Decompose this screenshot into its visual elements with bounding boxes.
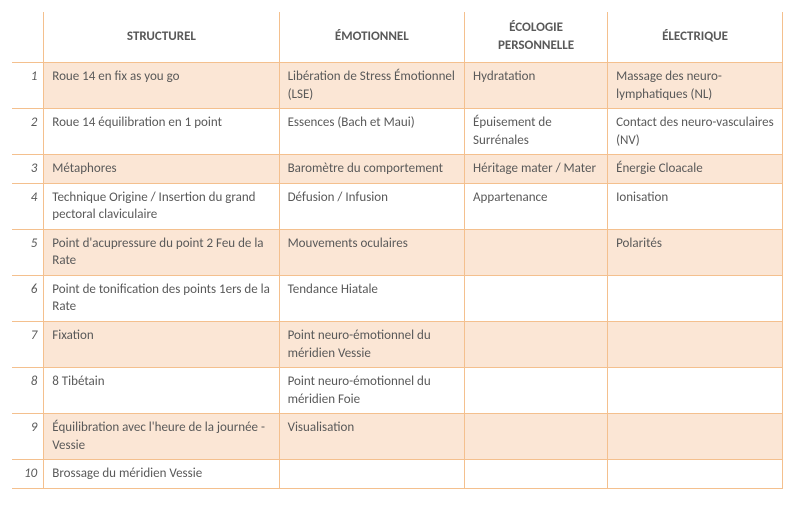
table-row: 4Technique Origine / Insertion du grand … xyxy=(12,183,783,229)
table-cell: Roue 14 en fix as you go xyxy=(44,63,279,109)
table-cell xyxy=(465,414,608,460)
table-cell: Libération de Stress Émotionnel (LSE) xyxy=(279,63,464,109)
table-row: 3MétaphoresBaromètre du comportementHéri… xyxy=(12,155,783,184)
table-cell: Mouvements oculaires xyxy=(279,229,464,275)
table-cell: Énergie Cloacale xyxy=(608,155,783,184)
col-header-electrique: ÉLECTRIQUE xyxy=(608,12,783,63)
row-number: 9 xyxy=(12,414,44,460)
table-cell: Équilibration avec l'heure de la journée… xyxy=(44,414,279,460)
row-number: 6 xyxy=(12,275,44,321)
table-cell: Massage des neuro-lymphatiques (NL) xyxy=(608,63,783,109)
row-number: 10 xyxy=(12,460,44,489)
table-row: 9Équilibration avec l'heure de la journé… xyxy=(12,414,783,460)
table-cell: Point d'acupressure du point 2 Feu de la… xyxy=(44,229,279,275)
table-row: 7FixationPoint neuro-émotionnel du mérid… xyxy=(12,322,783,368)
table-cell: Ionisation xyxy=(608,183,783,229)
table-cell: Visualisation xyxy=(279,414,464,460)
col-header-ecologie: ÉCOLOGIE PERSONNELLE xyxy=(465,12,608,63)
table-header-row: STRUCTUREL ÉMOTIONNEL ÉCOLOGIE PERSONNEL… xyxy=(12,12,783,63)
table-row: 88 TibétainPoint neuro-émotionnel du mér… xyxy=(12,368,783,414)
table-cell: 8 Tibétain xyxy=(44,368,279,414)
table-body: 1Roue 14 en fix as you goLibération de S… xyxy=(12,63,783,489)
row-number: 5 xyxy=(12,229,44,275)
techniques-table: STRUCTUREL ÉMOTIONNEL ÉCOLOGIE PERSONNEL… xyxy=(12,12,783,489)
table-cell xyxy=(465,368,608,414)
table-row: 2Roue 14 équilibration en 1 pointEssence… xyxy=(12,109,783,155)
rownum-header xyxy=(12,12,44,63)
table-cell: Point de tonification des points 1ers de… xyxy=(44,275,279,321)
table-cell: Épuisement de Surrénales xyxy=(465,109,608,155)
table-cell xyxy=(608,322,783,368)
table-cell: Fixation xyxy=(44,322,279,368)
row-number: 2 xyxy=(12,109,44,155)
table-cell xyxy=(465,460,608,489)
row-number: 7 xyxy=(12,322,44,368)
table-cell: Point neuro-émotionnel du méridien Vessi… xyxy=(279,322,464,368)
table-cell: Hydratation xyxy=(465,63,608,109)
table-cell xyxy=(465,275,608,321)
table-cell xyxy=(279,460,464,489)
row-number: 3 xyxy=(12,155,44,184)
table-cell: Défusion / Infusion xyxy=(279,183,464,229)
table-cell: Contact des neuro-vasculaires (NV) xyxy=(608,109,783,155)
col-header-emotionnel: ÉMOTIONNEL xyxy=(279,12,464,63)
table-cell: Technique Origine / Insertion du grand p… xyxy=(44,183,279,229)
table-row: 6Point de tonification des points 1ers d… xyxy=(12,275,783,321)
table-cell: Métaphores xyxy=(44,155,279,184)
table-cell xyxy=(608,460,783,489)
col-header-structurel: STRUCTUREL xyxy=(44,12,279,63)
table-cell: Brossage du méridien Vessie xyxy=(44,460,279,489)
table-cell xyxy=(465,322,608,368)
table-cell: Essences (Bach et Maui) xyxy=(279,109,464,155)
table-cell: Héritage mater / Mater xyxy=(465,155,608,184)
table-cell: Roue 14 équilibration en 1 point xyxy=(44,109,279,155)
row-number: 1 xyxy=(12,63,44,109)
table-cell: Polarités xyxy=(608,229,783,275)
table-cell: Tendance Hiatale xyxy=(279,275,464,321)
table-row: 5Point d'acupressure du point 2 Feu de l… xyxy=(12,229,783,275)
row-number: 4 xyxy=(12,183,44,229)
table-cell: Baromètre du comportement xyxy=(279,155,464,184)
table-cell xyxy=(608,368,783,414)
table-cell xyxy=(608,275,783,321)
table-cell: Point neuro-émotionnel du méridien Foie xyxy=(279,368,464,414)
row-number: 8 xyxy=(12,368,44,414)
table-cell: Appartenance xyxy=(465,183,608,229)
table-cell xyxy=(465,229,608,275)
table-cell xyxy=(608,414,783,460)
table-row: 1Roue 14 en fix as you goLibération de S… xyxy=(12,63,783,109)
table-row: 10Brossage du méridien Vessie xyxy=(12,460,783,489)
